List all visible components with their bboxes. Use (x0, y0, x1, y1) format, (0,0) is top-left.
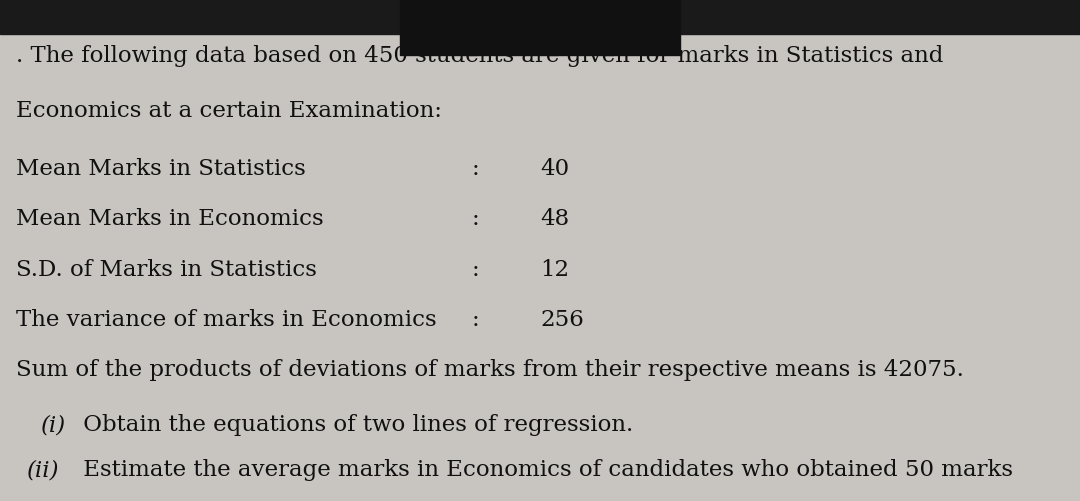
Text: . The following data based on 450 students are given for marks in Statistics and: . The following data based on 450 studen… (16, 45, 944, 67)
Bar (400, 0, 680, 56)
Text: S.D. of Marks in Statistics: S.D. of Marks in Statistics (16, 258, 318, 280)
Text: 12: 12 (540, 258, 569, 280)
Text: (ii): (ii) (27, 458, 59, 480)
Text: Mean Marks in Economics: Mean Marks in Economics (16, 208, 324, 230)
Text: 256: 256 (540, 308, 584, 330)
Text: :: : (471, 158, 480, 180)
Text: Estimate the average marks in Economics of candidates who obtained 50 marks: Estimate the average marks in Economics … (76, 458, 1013, 480)
Text: 40: 40 (540, 158, 569, 180)
Text: (i): (i) (41, 413, 66, 435)
Text: Economics at a certain Examination:: Economics at a certain Examination: (16, 100, 442, 122)
Text: :: : (471, 208, 480, 230)
Bar (0, 0, 1080, 35)
Text: :: : (471, 258, 480, 280)
Text: The variance of marks in Economics: The variance of marks in Economics (16, 308, 436, 330)
Text: :: : (471, 308, 480, 330)
Text: Sum of the products of deviations of marks from their respective means is 42075.: Sum of the products of deviations of mar… (16, 358, 964, 380)
Text: 48: 48 (540, 208, 569, 230)
Text: Obtain the equations of two lines of regression.: Obtain the equations of two lines of reg… (76, 413, 633, 435)
Text: Mean Marks in Statistics: Mean Marks in Statistics (16, 158, 306, 180)
